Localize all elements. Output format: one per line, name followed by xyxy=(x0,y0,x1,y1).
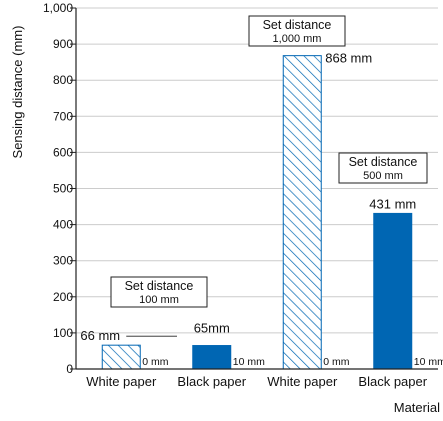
y-tick-label: 500 xyxy=(53,182,73,196)
bar-base-label: 0 mm xyxy=(142,356,169,368)
y-tick-label: 100 xyxy=(53,326,73,340)
y-tick-label: 900 xyxy=(53,37,73,51)
y-tick-label: 1,000 xyxy=(43,1,73,15)
set-distance-box xyxy=(110,276,208,308)
set-distance-box xyxy=(248,15,346,47)
y-tick-label: 700 xyxy=(53,109,73,123)
axes xyxy=(70,7,438,370)
set-distance-value: 100 mm xyxy=(139,294,179,306)
y-tick-label: 400 xyxy=(53,218,73,232)
bars xyxy=(101,55,413,370)
bar xyxy=(373,212,413,370)
y-tick-label: 600 xyxy=(53,145,73,159)
set-distance-value: 1,000 mm xyxy=(273,33,322,45)
bar-base-label: 10 mm xyxy=(414,356,443,368)
set-distance-box xyxy=(338,152,428,184)
y-tick-label: 200 xyxy=(53,290,73,304)
bar xyxy=(282,55,322,370)
bar-value-label: 65mm xyxy=(194,321,230,336)
y-tick-label: 800 xyxy=(53,73,73,87)
bar-base-label: 10 mm xyxy=(233,356,265,368)
y-axis-title: Sensing distance (mm) xyxy=(10,26,25,159)
x-tick-label: White paper xyxy=(267,374,338,389)
bar-base-label: 0 mm xyxy=(323,356,350,368)
y-tick-label: 300 xyxy=(53,254,73,268)
set-distance-value: 500 mm xyxy=(363,170,403,182)
set-distance-title: Set distance xyxy=(349,155,418,169)
x-tick-label: Black paper xyxy=(358,374,427,389)
x-tick-label: Black paper xyxy=(177,374,246,389)
bar xyxy=(101,344,141,370)
x-axis-title: Material xyxy=(394,400,440,415)
bar-value-label: 431 mm xyxy=(369,196,416,211)
bar-value-label: 66 mm xyxy=(80,328,120,343)
x-tick-label: White paper xyxy=(86,374,157,389)
y-tick-label: 0 xyxy=(66,362,73,376)
bar-value-label: 868 mm xyxy=(325,51,372,66)
set-distance-title: Set distance xyxy=(263,18,332,32)
bar xyxy=(192,345,232,370)
set-distance-title: Set distance xyxy=(125,279,194,293)
labels: 0 100 200 300 400 500 600 700 800 900 1,000 0 mm Whi… xyxy=(43,1,443,389)
